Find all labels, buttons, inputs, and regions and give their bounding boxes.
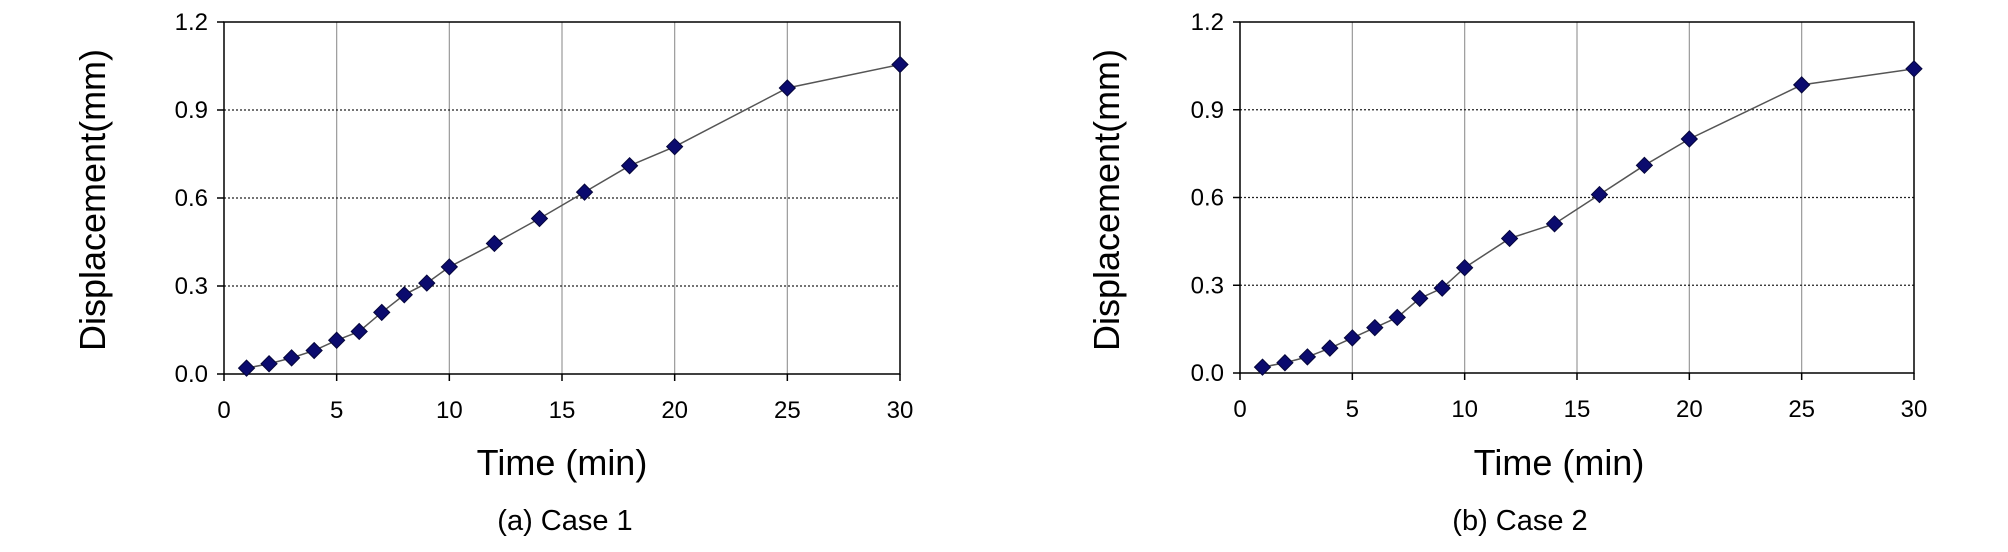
x-tick-label: 15: [549, 397, 576, 424]
y-axis-title: Displacement(mm): [72, 49, 113, 351]
data-point: [260, 355, 278, 373]
y-tick-label: 0.6: [1191, 185, 1224, 212]
y-tick-label: 0.9: [1191, 97, 1224, 124]
x-tick-label: 30: [1901, 396, 1928, 423]
data-point: [1792, 76, 1811, 94]
data-point: [1411, 289, 1429, 308]
data-point: [327, 331, 346, 349]
data-point: [1905, 60, 1923, 78]
x-tick-label: 25: [774, 397, 801, 424]
y-tick-label: 0.0: [1191, 360, 1224, 387]
x-tick-label: 20: [1676, 396, 1703, 423]
x-tick-label: 15: [1564, 396, 1591, 423]
x-tick-label: 20: [661, 397, 688, 424]
chart-case-1: 0 5 10 15 20 25 30 0.0 0.3 0.6 0.9 1.2 Time (min) Dis…: [72, 9, 914, 537]
data-point: [395, 286, 413, 304]
data-point: [1500, 229, 1519, 248]
x-tick-label: 10: [1451, 396, 1478, 423]
data-point: [575, 183, 594, 201]
data-point: [1433, 279, 1451, 297]
y-tick-label: 0.3: [1191, 272, 1224, 299]
data-point: [1545, 215, 1564, 233]
chart-caption: (b) Case 2: [1452, 505, 1588, 537]
data-point: [530, 209, 549, 228]
data-point: [1635, 156, 1654, 175]
x-tick-label: 5: [1346, 396, 1359, 423]
data-point: [1590, 185, 1609, 204]
y-tick-label: 0.3: [175, 273, 208, 300]
data-point: [1343, 329, 1362, 347]
chart-plot-case-1: 0 5 10 15 20 25 30 0.0 0.3 0.6 0.9 1.2 Time (min) Dis…: [72, 9, 914, 483]
data-point: [1298, 348, 1317, 366]
x-tick-label: 10: [436, 397, 463, 424]
data-point: [1680, 130, 1699, 148]
data-point: [891, 55, 909, 74]
x-tick-label: 0: [217, 397, 230, 424]
x-tick-label: 25: [1788, 396, 1815, 423]
chart-caption: (a) Case 1: [497, 505, 633, 537]
data-point: [237, 359, 256, 377]
y-axis-title: Displacement(mm): [1086, 49, 1127, 351]
x-axis-title: Time (min): [1474, 442, 1645, 483]
data-point: [418, 274, 436, 292]
data-point: [1321, 339, 1339, 357]
data-point: [373, 303, 391, 322]
data-point: [282, 349, 301, 367]
data-point: [440, 258, 459, 276]
x-tick-label: 0: [1233, 396, 1246, 423]
data-point: [485, 234, 504, 253]
data-point: [1455, 258, 1474, 277]
x-axis-title: Time (min): [477, 442, 648, 483]
chart-plot-case-2: 0 5 10 15 20 25 30 0.0 0.3 0.6 0.9 1.2 Time (min) Dis…: [1086, 9, 1928, 483]
data-point: [665, 137, 684, 156]
data-point: [1276, 354, 1294, 372]
y-tick-label: 1.2: [175, 9, 208, 36]
data-point: [1388, 308, 1406, 327]
y-tick-label: 0.9: [175, 97, 208, 124]
data-point: [620, 157, 639, 175]
y-tick-label: 0.6: [175, 185, 208, 212]
data-point: [1253, 358, 1272, 376]
data-point: [1366, 318, 1384, 337]
data-point: [778, 79, 797, 97]
x-tick-label: 5: [330, 397, 343, 424]
x-tick-label: 30: [887, 397, 914, 424]
y-tick-label: 1.2: [1191, 9, 1224, 36]
data-point: [350, 322, 368, 341]
y-tick-label: 0.0: [175, 361, 208, 388]
chart-case-2: 0 5 10 15 20 25 30 0.0 0.3 0.6 0.9 1.2 Time (min) Dis…: [1004, 0, 2008, 552]
series-line: [1262, 68, 1915, 368]
data-point: [305, 341, 323, 360]
